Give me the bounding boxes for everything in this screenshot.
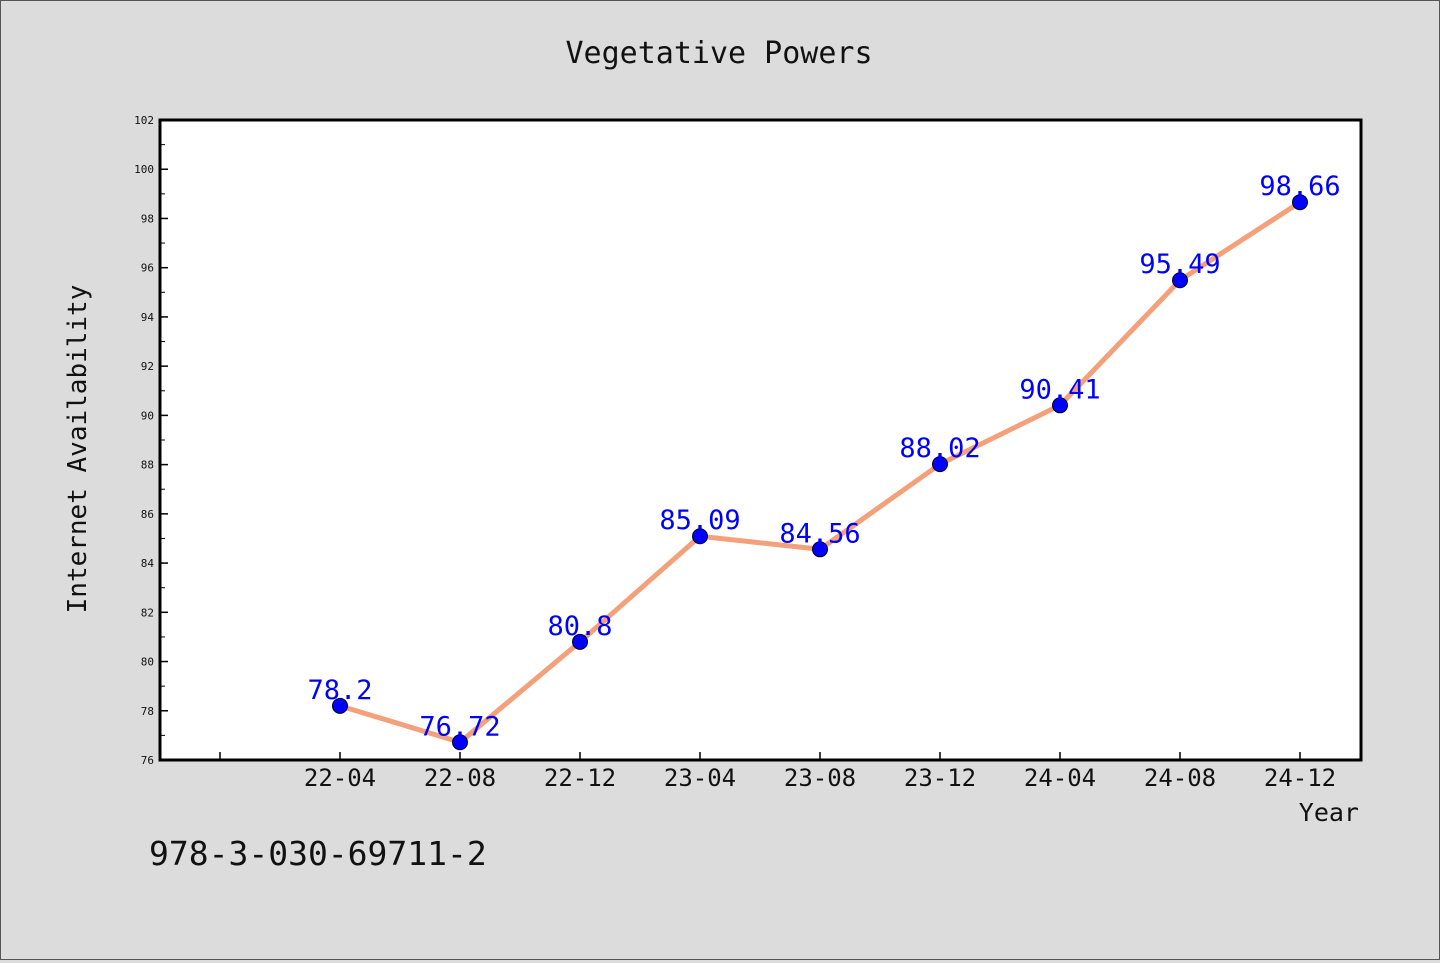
plot-area	[158, 118, 1363, 762]
y-tick-label: 92	[141, 360, 154, 373]
y-tick-label: 98	[141, 212, 154, 225]
x-axis-label: Year	[1299, 798, 1359, 827]
data-label: 76.72	[419, 711, 500, 742]
series-internet-availability	[332, 194, 1308, 751]
x-tick-label: 24-12	[1264, 764, 1336, 792]
chart-title: Vegetative Powers	[565, 36, 872, 71]
y-tick-label: 96	[141, 262, 154, 275]
x-tick-label: 23-04	[664, 764, 736, 792]
y-tick-label: 88	[141, 459, 154, 472]
data-point	[1052, 397, 1068, 414]
data-label: 80.8	[547, 611, 612, 642]
y-tick-label: 100	[134, 163, 154, 176]
y-tick-label: 78	[141, 705, 154, 718]
x-tick-label: 24-08	[1144, 764, 1216, 792]
data-point	[1172, 272, 1188, 289]
y-tick-label: 80	[141, 656, 154, 669]
data-label: 78.2	[307, 675, 372, 706]
y-tick-label: 94	[141, 311, 155, 324]
data-point	[572, 633, 588, 650]
x-tick-label: 22-04	[304, 764, 376, 792]
y-axis-label: Internet Availability	[63, 285, 93, 614]
data-point	[1292, 194, 1308, 211]
data-label: 95.49	[1139, 249, 1220, 280]
data-point	[452, 734, 468, 751]
y-tick-label: 76	[141, 754, 154, 767]
data-point	[692, 528, 708, 545]
x-tick-label: 23-08	[784, 764, 856, 792]
y-tick-label: 90	[141, 409, 154, 422]
y-tick-label: 102	[134, 114, 154, 127]
x-tick-label: 23-12	[904, 764, 976, 792]
data-label: 88.02	[899, 433, 980, 464]
x-tick-label: 22-12	[544, 764, 616, 792]
data-labels: 78.2 76.72 80.8 85.09 84.56 88.02 90.41 95.49 98…	[307, 171, 1340, 742]
data-point	[932, 456, 948, 473]
data-point	[812, 541, 828, 558]
data-label: 90.41	[1019, 374, 1100, 405]
x-tick-label: 24-04	[1024, 764, 1096, 792]
isbn-text: 978-3-030-69711-2	[149, 834, 487, 873]
y-tick-label: 82	[141, 606, 154, 619]
x-tick-label: 22-08	[424, 764, 496, 792]
y-tick-label: 84	[141, 557, 155, 570]
data-point	[332, 697, 348, 714]
y-tick-label: 86	[141, 508, 154, 521]
data-label: 84.56	[779, 518, 860, 549]
x-axis-ticks: 22-04 22-08 22-12 23-04 23-08 23-12 24-04 24-08…	[219, 752, 1336, 792]
data-label: 85.09	[659, 505, 740, 536]
data-label: 98.66	[1259, 171, 1340, 202]
y-axis-ticks: 76 78 80 82 84 86 88 90 92 94 96 98 100 102	[134, 114, 168, 767]
